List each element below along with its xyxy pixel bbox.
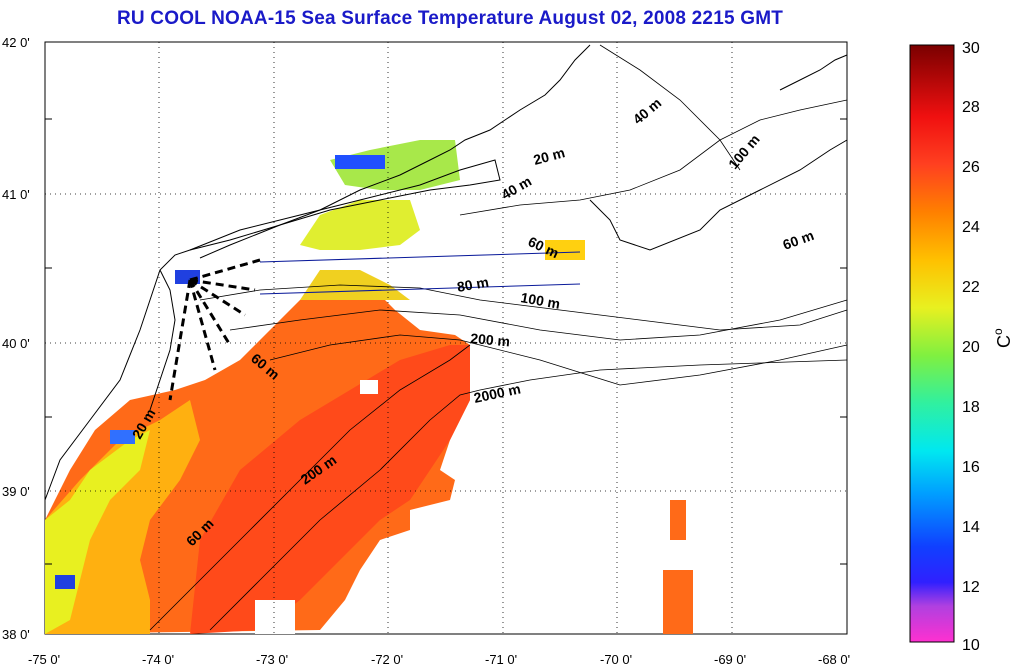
- sst-cold-patch-1: [335, 155, 385, 169]
- colorbar-unit-degree: o: [991, 328, 1005, 335]
- longitude-labels: -75 0' -74 0' -73 0' -72 0' -71 0' -70 0…: [28, 652, 850, 667]
- lon-label: -69 0': [714, 652, 746, 667]
- lat-label: 40 0': [2, 336, 30, 351]
- radial-lines: [168, 258, 261, 401]
- sst-cloud-patch-1: [360, 380, 378, 394]
- sst-sound-region: [300, 200, 420, 250]
- graticule: [45, 42, 847, 634]
- lat-label: 38 0': [2, 627, 30, 642]
- sst-cold-patch-3: [110, 430, 135, 444]
- colorbar-unit: C o: [991, 328, 1014, 348]
- lon-label: -75 0': [28, 652, 60, 667]
- sst-cold-patch-4: [55, 575, 75, 589]
- colorbar-tick: 26: [962, 159, 980, 176]
- contour-label: 100 m: [519, 289, 561, 312]
- colorbar-tick: 10: [962, 637, 980, 654]
- sst-bay-region: [330, 140, 460, 190]
- colorbar-tick: 20: [962, 339, 980, 356]
- colorbar-tick: 28: [962, 99, 980, 116]
- lon-label: -74 0': [142, 652, 174, 667]
- contour-label: 200 m: [470, 330, 511, 349]
- tracks: [259, 251, 581, 295]
- lat-label: 42 0': [2, 35, 30, 50]
- sst-hot-region: [190, 345, 470, 634]
- sst-offshore-patch-1: [663, 570, 693, 634]
- lon-label: -71 0': [485, 652, 517, 667]
- colorbar-tick: 12: [962, 579, 980, 596]
- contour-label: 80 m: [456, 274, 490, 295]
- colorbar-tick: 22: [962, 279, 980, 296]
- lon-label: -68 0': [818, 652, 850, 667]
- lon-label: -70 0': [600, 652, 632, 667]
- bathymetry-contours: [149, 44, 848, 631]
- sst-cloud-patch-2: [255, 600, 295, 634]
- map-title: RU COOL NOAA-15 Sea Surface Temperature …: [116, 8, 784, 29]
- colorbar-tick: 14: [962, 519, 980, 536]
- lon-label: -73 0': [256, 652, 288, 667]
- contour-label: 20 m: [532, 144, 567, 168]
- frame-ticks: [45, 118, 847, 565]
- colorbar-ticks: 30 28 26 24 22 20 18 16 14 12 10: [962, 40, 980, 654]
- coastline: [44, 44, 848, 501]
- colorbar-tick: 30: [962, 40, 980, 57]
- colorbar: [909, 44, 955, 643]
- sst-nearshore-region: [300, 270, 410, 300]
- lon-label: -72 0': [371, 652, 403, 667]
- sst-field: [45, 140, 693, 634]
- colorbar-unit-label: C: [994, 335, 1014, 348]
- colorbar-tick: 18: [962, 399, 980, 416]
- lat-label: 41 0': [2, 187, 30, 202]
- lat-label: 39 0': [2, 484, 30, 499]
- latitude-labels: 42 0' 41 0' 40 0' 39 0' 38 0': [2, 35, 30, 642]
- sst-offshore-patch-2: [670, 500, 686, 540]
- sst-offshore-patch-3: [545, 240, 585, 260]
- colorbar-tick: 16: [962, 459, 980, 476]
- colorbar-tick: 24: [962, 219, 980, 236]
- sst-shelf-region: [45, 400, 200, 634]
